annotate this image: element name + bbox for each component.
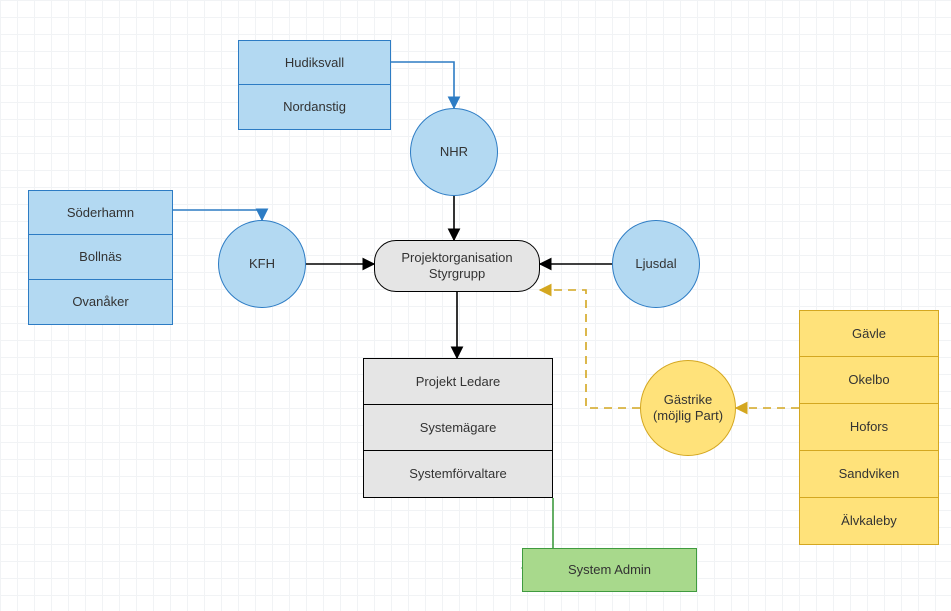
node-kfh-label: KFH xyxy=(249,256,275,272)
gastrike_list-row-4-label: Älvkaleby xyxy=(841,513,897,529)
gastrike_list-row-2-label: Hofors xyxy=(850,419,888,435)
gastrike_list-row-0-label: Gävle xyxy=(852,326,886,342)
nhr_list-row-1: Nordanstig xyxy=(238,85,391,130)
node-sysadmin-label: System Admin xyxy=(568,562,651,578)
edge-kfhlist-kfh xyxy=(173,210,262,220)
node-styrgrupp-label: Projektorganisation Styrgrupp xyxy=(379,250,535,281)
gastrike_list-row-3: Sandviken xyxy=(799,451,939,498)
node-ljusdal-label: Ljusdal xyxy=(635,256,676,272)
roles-row-0: Projekt Ledare xyxy=(363,358,553,405)
node-gastrike-label: Gästrike (möjlig Part) xyxy=(645,392,731,423)
node-nhr: NHR xyxy=(410,108,498,196)
node-gastrike: Gästrike (möjlig Part) xyxy=(640,360,736,456)
kfh_list-row-1-label: Bollnäs xyxy=(79,249,122,265)
gastrike_list-row-2: Hofors xyxy=(799,404,939,451)
roles-row-1: Systemägare xyxy=(363,405,553,452)
edge-gastrike-styr xyxy=(540,290,640,408)
kfh_list-row-0-label: Söderhamn xyxy=(67,205,134,221)
gastrike_list-row-1-label: Okelbo xyxy=(848,372,889,388)
gastrike_list-row-4: Älvkaleby xyxy=(799,498,939,545)
node-nhr-label: NHR xyxy=(440,144,468,160)
edge-nhrlist-nhr xyxy=(391,62,454,108)
node-ljusdal: Ljusdal xyxy=(612,220,700,308)
nhr_list-row-0: Hudiksvall xyxy=(238,40,391,85)
gastrike_list-row-1: Okelbo xyxy=(799,357,939,404)
roles-row-1-label: Systemägare xyxy=(420,420,497,436)
node-kfh: KFH xyxy=(218,220,306,308)
nhr_list-row-1-label: Nordanstig xyxy=(283,99,346,115)
roles-row-2: Systemförvaltare xyxy=(363,451,553,498)
node-sysadmin: System Admin xyxy=(522,548,697,592)
kfh_list-row-2-label: Ovanåker xyxy=(72,294,128,310)
node-styrgrupp: Projektorganisation Styrgrupp xyxy=(374,240,540,292)
roles-row-0-label: Projekt Ledare xyxy=(416,374,501,390)
nhr_list-row-0-label: Hudiksvall xyxy=(285,55,344,71)
kfh_list-row-1: Bollnäs xyxy=(28,235,173,280)
gastrike_list-row-0: Gävle xyxy=(799,310,939,357)
kfh_list-row-2: Ovanåker xyxy=(28,280,173,325)
diagram-canvas: Hudiksvall Nordanstig Söderhamn Bollnäs Ovan… xyxy=(0,0,951,611)
roles-row-2-label: Systemförvaltare xyxy=(409,466,507,482)
gastrike_list-row-3-label: Sandviken xyxy=(839,466,900,482)
kfh_list-row-0: Söderhamn xyxy=(28,190,173,235)
